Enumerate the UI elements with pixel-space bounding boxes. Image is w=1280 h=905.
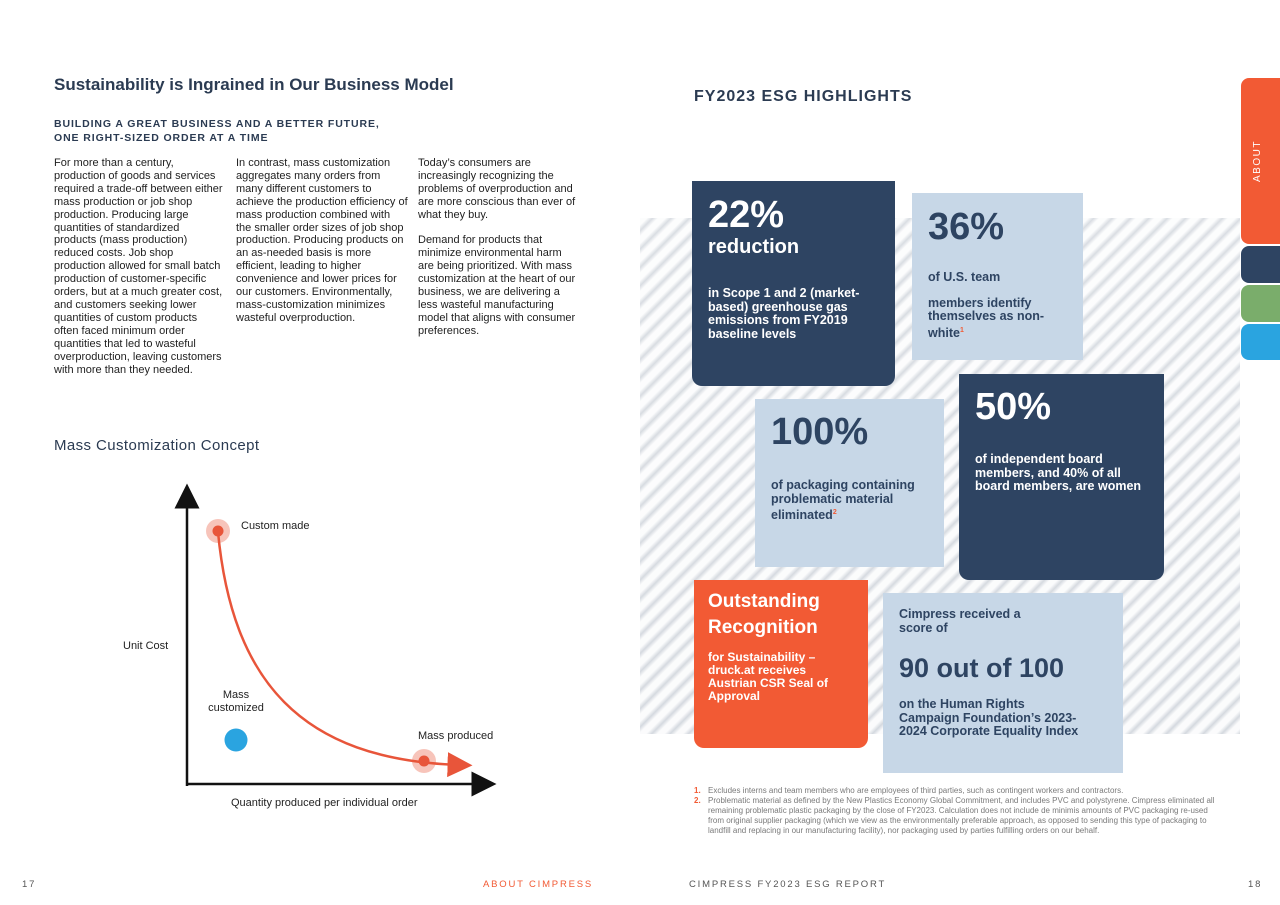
board-card: 50% of independent board members, and 40…	[959, 374, 1164, 580]
tab-section-3[interactable]	[1241, 285, 1280, 322]
footnote-text: Problematic material as defined by the N…	[708, 795, 1215, 835]
packaging-description-text: of packaging containing problematic mate…	[771, 478, 915, 523]
footnote-2: 2. Problematic material as defined by th…	[694, 796, 1224, 836]
hrc-score: 90 out of 100	[899, 653, 1065, 683]
team-description-line1: of U.S. team	[928, 270, 1001, 284]
tab-about-label: ABOUT	[1252, 140, 1263, 182]
footnote-ref: 1	[959, 326, 964, 334]
emissions-description: in Scope 1 and 2 (market-based) greenhou…	[708, 286, 860, 341]
footnote-text: Excludes interns and team members who ar…	[708, 786, 1124, 795]
recognition-description: for Sustainability – druck.at receives A…	[708, 650, 829, 703]
paragraph: Demand for products that minimize enviro…	[418, 234, 576, 337]
tab-about[interactable]: ABOUT	[1241, 78, 1280, 244]
label-line: Mass	[222, 689, 250, 701]
label-line: customized	[208, 702, 264, 714]
text-column-1: For more than a century, production of g…	[54, 157, 224, 389]
packaging-card: 100% of packaging containing problematic…	[755, 399, 944, 567]
footnote-1: 1. Excludes interns and team members who…	[694, 786, 1224, 796]
footnote-ref: 2	[832, 509, 837, 516]
subheading-line: ONE RIGHT-SIZED ORDER AT A TIME	[54, 132, 269, 144]
footer-report-title: CIMPRESS FY2023 ESG REPORT	[689, 879, 887, 890]
team-card: 36% of U.S. team members identify themse…	[912, 193, 1083, 360]
paragraph: Today’s consumers are increasingly recog…	[418, 157, 576, 221]
emissions-stat: 22%	[708, 194, 785, 236]
text-column-2: In contrast, mass customization aggregat…	[236, 157, 408, 338]
packaging-stat: 100%	[771, 411, 869, 453]
emissions-stat-label: reduction	[708, 236, 800, 258]
footer-section-link[interactable]: ABOUT CIMPRESS	[483, 879, 594, 890]
esg-highlights-title: FY2023 ESG HIGHLIGHTS	[694, 88, 913, 105]
footnotes: 1. Excludes interns and team members who…	[694, 786, 1224, 836]
hrc-card: Cimpress received a score of 90 out of 1…	[883, 593, 1123, 773]
right-page-number: 18	[1248, 879, 1263, 890]
concept-title: Mass Customization Concept	[54, 437, 260, 454]
mass-customization-diagram	[174, 483, 497, 797]
team-stat: 36%	[928, 206, 1005, 248]
side-navigation-tabs: ABOUT	[1241, 78, 1280, 362]
y-axis-label: Unit Cost	[123, 640, 169, 652]
mass-produced-label: Mass produced	[418, 730, 494, 742]
board-stat: 50%	[975, 386, 1052, 428]
team-description-text: members identify themselves as non-white	[928, 295, 1045, 340]
mass-produced-dot	[418, 755, 430, 767]
footnote-number: 2.	[694, 795, 701, 805]
emissions-card: 22% reduction in Scope 1 and 2 (market-b…	[692, 181, 895, 386]
board-description: of independent board members, and 40% of…	[975, 452, 1142, 493]
left-page-number: 17	[22, 879, 37, 890]
text-column-3: Today’s consumers are increasingly recog…	[418, 157, 576, 351]
hrc-description: on the Human Rights Campaign Foundation’…	[899, 697, 1079, 738]
custom-made-label: Custom made	[241, 520, 310, 532]
recognition-title: Outstanding Recognition	[708, 591, 820, 638]
paragraph: For more than a century, production of g…	[54, 157, 223, 376]
recognition-card: Outstanding Recognition for Sustainabili…	[694, 580, 868, 748]
section-subheading: BUILDING A GREAT BUSINESS AND A BETTER F…	[54, 117, 380, 145]
subheading-line: BUILDING A GREAT BUSINESS AND A BETTER F…	[54, 118, 380, 130]
cost-curve	[216, 531, 473, 778]
custom-made-dot	[212, 525, 224, 537]
hrc-intro: Cimpress received a score of	[899, 607, 1021, 635]
packaging-description: of packaging containing problematic mate…	[771, 478, 928, 523]
footnote-number: 1.	[694, 786, 701, 795]
mass-customized-dot	[224, 728, 248, 752]
tab-section-2[interactable]	[1241, 246, 1280, 283]
paragraph: In contrast, mass customization aggregat…	[236, 157, 408, 324]
page-title: Sustainability is Ingrained in Our Busin…	[54, 75, 454, 94]
team-description: members identify themselves as non-white…	[928, 295, 1067, 341]
x-axis-label: Quantity produced per individual order	[231, 797, 418, 809]
tab-section-4[interactable]	[1241, 324, 1280, 360]
mass-customized-label: Mass customized	[200, 689, 272, 715]
